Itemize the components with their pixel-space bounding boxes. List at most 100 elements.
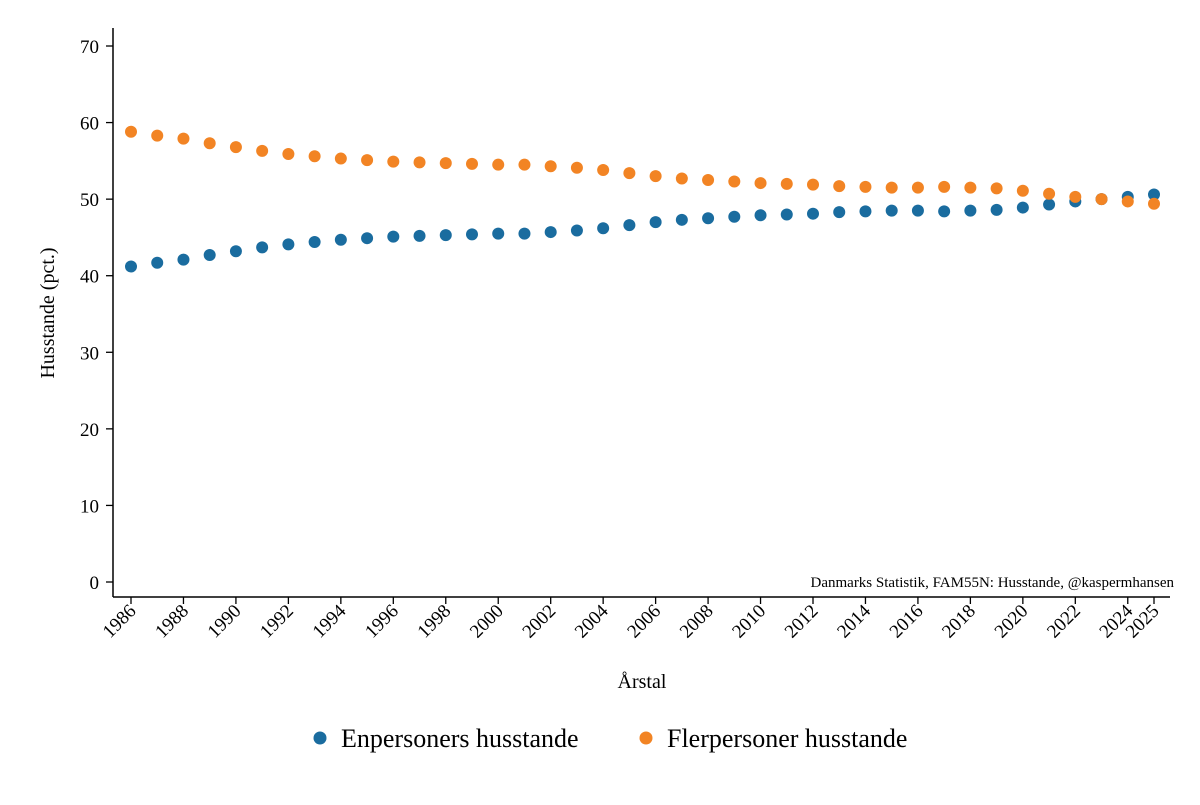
legend: Enpersoners husstande Flerpersoner husst… [313, 724, 907, 753]
y-tick-label: 70 [80, 37, 99, 58]
data-point [675, 172, 688, 185]
x-tick-label: 1996 [361, 601, 403, 643]
x-tick-label: 2014 [833, 600, 875, 642]
x-tick-label: 1988 [151, 601, 193, 643]
data-point [308, 150, 321, 163]
data-point [1148, 188, 1160, 201]
data-point [964, 181, 977, 194]
data-point [597, 222, 610, 235]
data-point [911, 181, 924, 194]
data-point [885, 181, 898, 194]
x-axis-title: Årstal [618, 671, 667, 693]
data-point [334, 233, 347, 246]
data-point [1043, 187, 1056, 200]
data-point [334, 152, 347, 165]
legend-label-flerpersoner: Flerpersoner husstande [667, 724, 907, 753]
data-point [1016, 184, 1029, 197]
data-point [990, 182, 1003, 195]
x-tick-label: 2010 [728, 601, 770, 643]
data-point [518, 227, 531, 240]
x-tick-label: 1986 [99, 601, 141, 643]
data-point [702, 212, 715, 225]
x-ticks: 1986 1988 1990 1992 1994 1996 1998 2000 2002 2004… [99, 597, 1164, 642]
x-tick-label: 1998 [414, 601, 456, 643]
data-point [885, 204, 898, 217]
x-tick-label: 1992 [256, 601, 298, 643]
data-point [439, 157, 452, 170]
data-point [361, 232, 374, 245]
x-tick-label: 2008 [676, 601, 718, 643]
data-point [1069, 190, 1082, 203]
x-tick-label: 2022 [1043, 601, 1085, 643]
data-point [597, 164, 610, 177]
data-point [229, 141, 242, 154]
data-point [911, 204, 924, 217]
data-point [570, 161, 583, 174]
data-point [570, 224, 583, 237]
data-point [203, 137, 216, 150]
y-tick-label: 50 [80, 190, 99, 211]
series-enpersoners [125, 188, 1160, 273]
legend-label-enpersoners: Enpersoners husstande [341, 724, 579, 753]
data-point [859, 180, 872, 193]
y-tick-label: 40 [80, 267, 99, 288]
data-point [754, 177, 767, 190]
x-tick-label: 2002 [519, 601, 561, 643]
x-tick-label: 2004 [571, 600, 613, 642]
data-point [466, 157, 478, 170]
data-point [125, 260, 137, 273]
data-point [649, 216, 662, 229]
data-point [728, 175, 741, 188]
y-tick-label: 20 [80, 420, 99, 441]
data-point [675, 213, 688, 226]
data-point [387, 155, 400, 168]
data-point [282, 147, 295, 160]
data-point [518, 158, 531, 171]
data-point [256, 144, 269, 157]
data-point [807, 178, 819, 191]
data-point [1121, 195, 1134, 208]
legend-marker-flerpersoner [639, 731, 653, 745]
data-point [938, 180, 951, 193]
data-point [413, 229, 426, 242]
data-point [125, 125, 137, 138]
data-point [938, 205, 951, 218]
data-point [282, 238, 295, 251]
data-point [1095, 193, 1108, 206]
data-point [413, 156, 426, 169]
x-tick-label: 1990 [204, 601, 246, 643]
data-point [439, 229, 452, 242]
x-tick-label: 2000 [466, 601, 508, 643]
source-note: Danmarks Statistik, FAM55N: Husstande, @… [811, 575, 1175, 591]
y-axis-title: Husstande (pct.) [37, 247, 59, 378]
y-ticks: 0 10 20 30 40 50 60 70 [80, 37, 113, 594]
data-point [833, 180, 846, 193]
data-point [256, 241, 269, 254]
data-point [361, 154, 374, 167]
data-point [623, 219, 636, 232]
data-point [203, 249, 216, 262]
y-tick-label: 60 [80, 114, 99, 135]
data-point [807, 207, 819, 220]
data-point [780, 177, 793, 190]
data-point [990, 203, 1003, 216]
data-point [177, 253, 190, 266]
data-point [1043, 198, 1056, 211]
data-point [728, 210, 741, 223]
data-points [125, 125, 1160, 273]
data-point [780, 208, 793, 221]
y-tick-label: 0 [90, 573, 100, 594]
series-flerpersoner [125, 125, 1160, 210]
data-point [151, 256, 164, 269]
legend-marker-enpersoners [313, 731, 327, 745]
data-point [229, 245, 242, 258]
axes [112, 28, 1170, 598]
data-point [308, 236, 321, 249]
data-point [623, 167, 636, 180]
x-tick-label: 2016 [886, 601, 928, 643]
data-point [544, 226, 557, 239]
data-point [177, 132, 190, 145]
data-point [754, 209, 767, 222]
